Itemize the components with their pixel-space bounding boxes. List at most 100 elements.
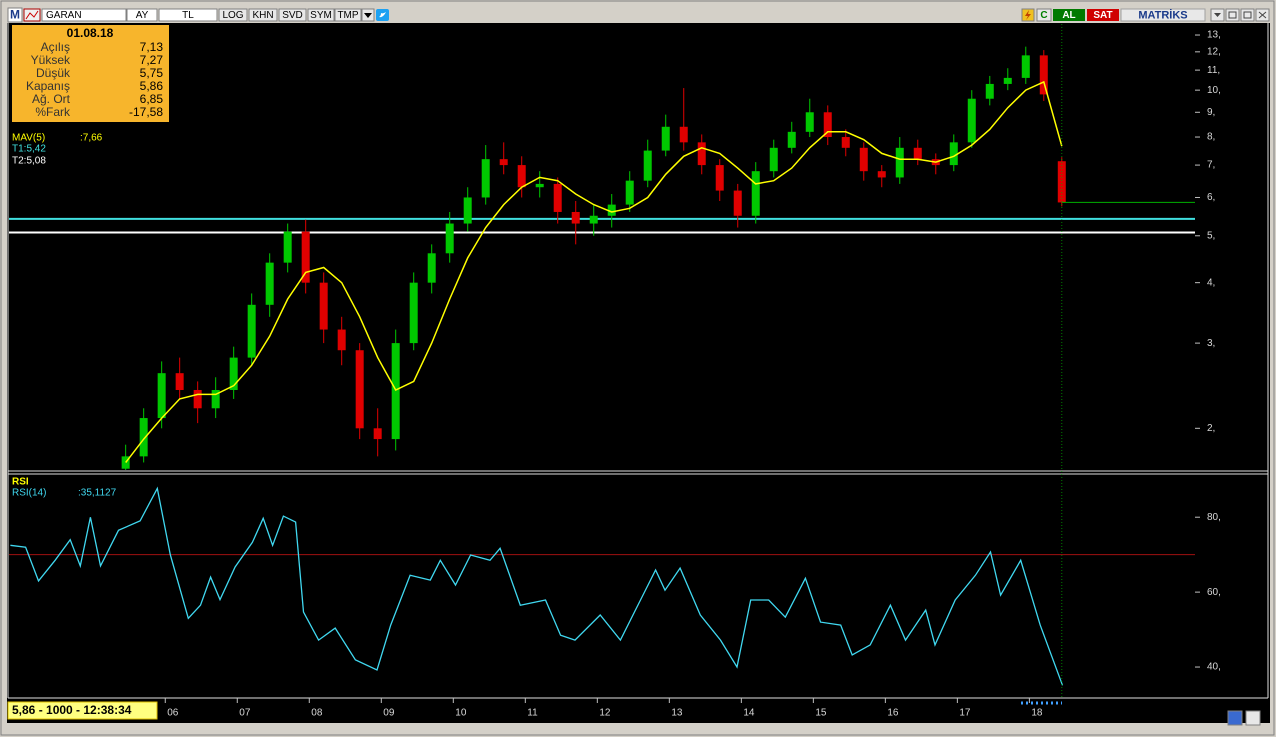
- x-tick-label: 07: [239, 708, 251, 719]
- candle-body: [841, 137, 850, 148]
- candle-body: [1003, 77, 1012, 84]
- info-box: 01.08.18 Açılış 7,13 Yüksek 7,27 Düşük 5,75 Ka…: [12, 25, 169, 122]
- mav-value: :7,66: [80, 133, 103, 144]
- refresh-button[interactable]: [1036, 8, 1052, 22]
- candle-body: [607, 204, 616, 216]
- candle-body: [319, 282, 328, 330]
- info-label: Düşük: [36, 66, 71, 80]
- candle-body: [625, 180, 634, 205]
- dropdown-arrow: [364, 13, 372, 18]
- rsi-legend: RSI(14): [12, 488, 46, 499]
- x-tick-label: 15: [815, 708, 827, 719]
- candle-body: [679, 126, 688, 143]
- toolbar: M GARAN AY TL LOG KHN SVD SYM TMP C AL SAT M…: [7, 7, 1270, 23]
- toolbar-button[interactable]: [307, 8, 335, 22]
- y-tick-label: 10,: [1207, 85, 1221, 96]
- candle-body: [445, 223, 454, 254]
- chart-background: [7, 23, 1270, 723]
- candle-body: [715, 165, 724, 191]
- refresh-label[interactable]: C: [1040, 10, 1047, 21]
- info-value: 5,75: [140, 66, 164, 80]
- candle-body: [985, 83, 994, 99]
- toolbar-button[interactable]: [218, 8, 248, 22]
- info-label: %Fark: [35, 105, 71, 119]
- candle-body: [355, 350, 364, 429]
- info-value: 5,86: [140, 79, 164, 93]
- window-button[interactable]: [1225, 8, 1240, 22]
- candle-body: [697, 142, 706, 166]
- y-tick-label: 2,: [1207, 423, 1215, 434]
- y-tick-label: 5,: [1207, 230, 1215, 241]
- buy-label[interactable]: AL: [1062, 10, 1075, 21]
- close-icon: [1258, 11, 1267, 19]
- moving-average-line: [125, 80, 1063, 463]
- toolbar-button-label[interactable]: TMP: [337, 10, 358, 21]
- info-value: -17,58: [129, 105, 163, 119]
- period-field[interactable]: [126, 8, 158, 22]
- info-label: Yüksek: [31, 53, 71, 67]
- candle-body: [571, 211, 580, 224]
- candle-body: [193, 389, 202, 409]
- x-tick-label: 12: [599, 708, 611, 719]
- scroll-button[interactable]: [1245, 710, 1261, 726]
- candle-body: [157, 373, 166, 419]
- logo[interactable]: M: [10, 8, 20, 22]
- y-tick-label: 8,: [1207, 132, 1215, 143]
- x-tick-label: 13: [671, 708, 683, 719]
- t2-legend: T2:5,08: [12, 156, 46, 167]
- toolbar-button-label[interactable]: LOG: [222, 10, 243, 21]
- candle-body: [661, 126, 670, 151]
- info-label: Açılış: [41, 40, 70, 54]
- candle-body: [139, 418, 148, 457]
- toolbar-button-label[interactable]: SYM: [310, 10, 332, 21]
- toolbar-button[interactable]: [248, 8, 278, 22]
- period[interactable]: AY: [136, 10, 149, 21]
- info-label: Kapanış: [26, 79, 70, 93]
- x-tick-label: 11: [527, 708, 538, 719]
- candle-body: [517, 165, 526, 188]
- x-tick-label: 08: [311, 708, 323, 719]
- info-box-bg: [12, 25, 169, 122]
- candle-body: [283, 231, 292, 263]
- y-tick-label: 6,: [1207, 192, 1215, 203]
- candle-body: [337, 329, 346, 351]
- logo-box[interactable]: [7, 7, 23, 23]
- mav-legend: MAV(5): [12, 133, 45, 144]
- candle-body: [211, 389, 220, 409]
- toolbar-button-label[interactable]: SVD: [282, 10, 303, 21]
- toolbar-button-label[interactable]: KHN: [252, 10, 273, 21]
- candle-body: [823, 112, 832, 138]
- x-tick-label: 14: [743, 708, 755, 719]
- y-tick-label: 3,: [1207, 338, 1215, 349]
- x-tick-label: 16: [887, 708, 899, 719]
- symbol[interactable]: GARAN: [46, 10, 82, 21]
- candle-body: [499, 159, 508, 166]
- currency-field[interactable]: [158, 8, 218, 22]
- y-tick-label: 7,: [1207, 160, 1215, 171]
- candle-body: [769, 147, 778, 172]
- rsi-panel: [9, 486, 1195, 686]
- candle-body: [733, 190, 742, 216]
- symbol-field[interactable]: [41, 8, 127, 22]
- buy-button[interactable]: [1053, 9, 1085, 21]
- status-text: 5,86 - 1000 - 12:38:34: [12, 703, 132, 717]
- y-tick-label: 9,: [1207, 107, 1215, 118]
- sell-button[interactable]: [1087, 9, 1119, 21]
- y-tick-label: 40,: [1207, 662, 1221, 673]
- x-tick-label: 18: [1031, 708, 1043, 719]
- toolbar-buttons: LOG KHN SVD SYM TMP: [218, 8, 362, 22]
- candle-body: [121, 456, 130, 469]
- candle-body: [877, 171, 886, 178]
- toolbar-button[interactable]: [278, 8, 307, 22]
- x-tick-label: 17: [959, 708, 971, 719]
- currency[interactable]: TL: [182, 10, 194, 21]
- candle-body: [427, 253, 436, 283]
- toolbar-button[interactable]: [334, 8, 362, 22]
- candle-body: [589, 215, 598, 224]
- candle-body: [463, 197, 472, 224]
- restore-button[interactable]: [1240, 8, 1255, 22]
- sell-label[interactable]: SAT: [1093, 10, 1112, 21]
- sync-button[interactable]: [1227, 710, 1243, 726]
- minimize-icon: [1214, 13, 1221, 17]
